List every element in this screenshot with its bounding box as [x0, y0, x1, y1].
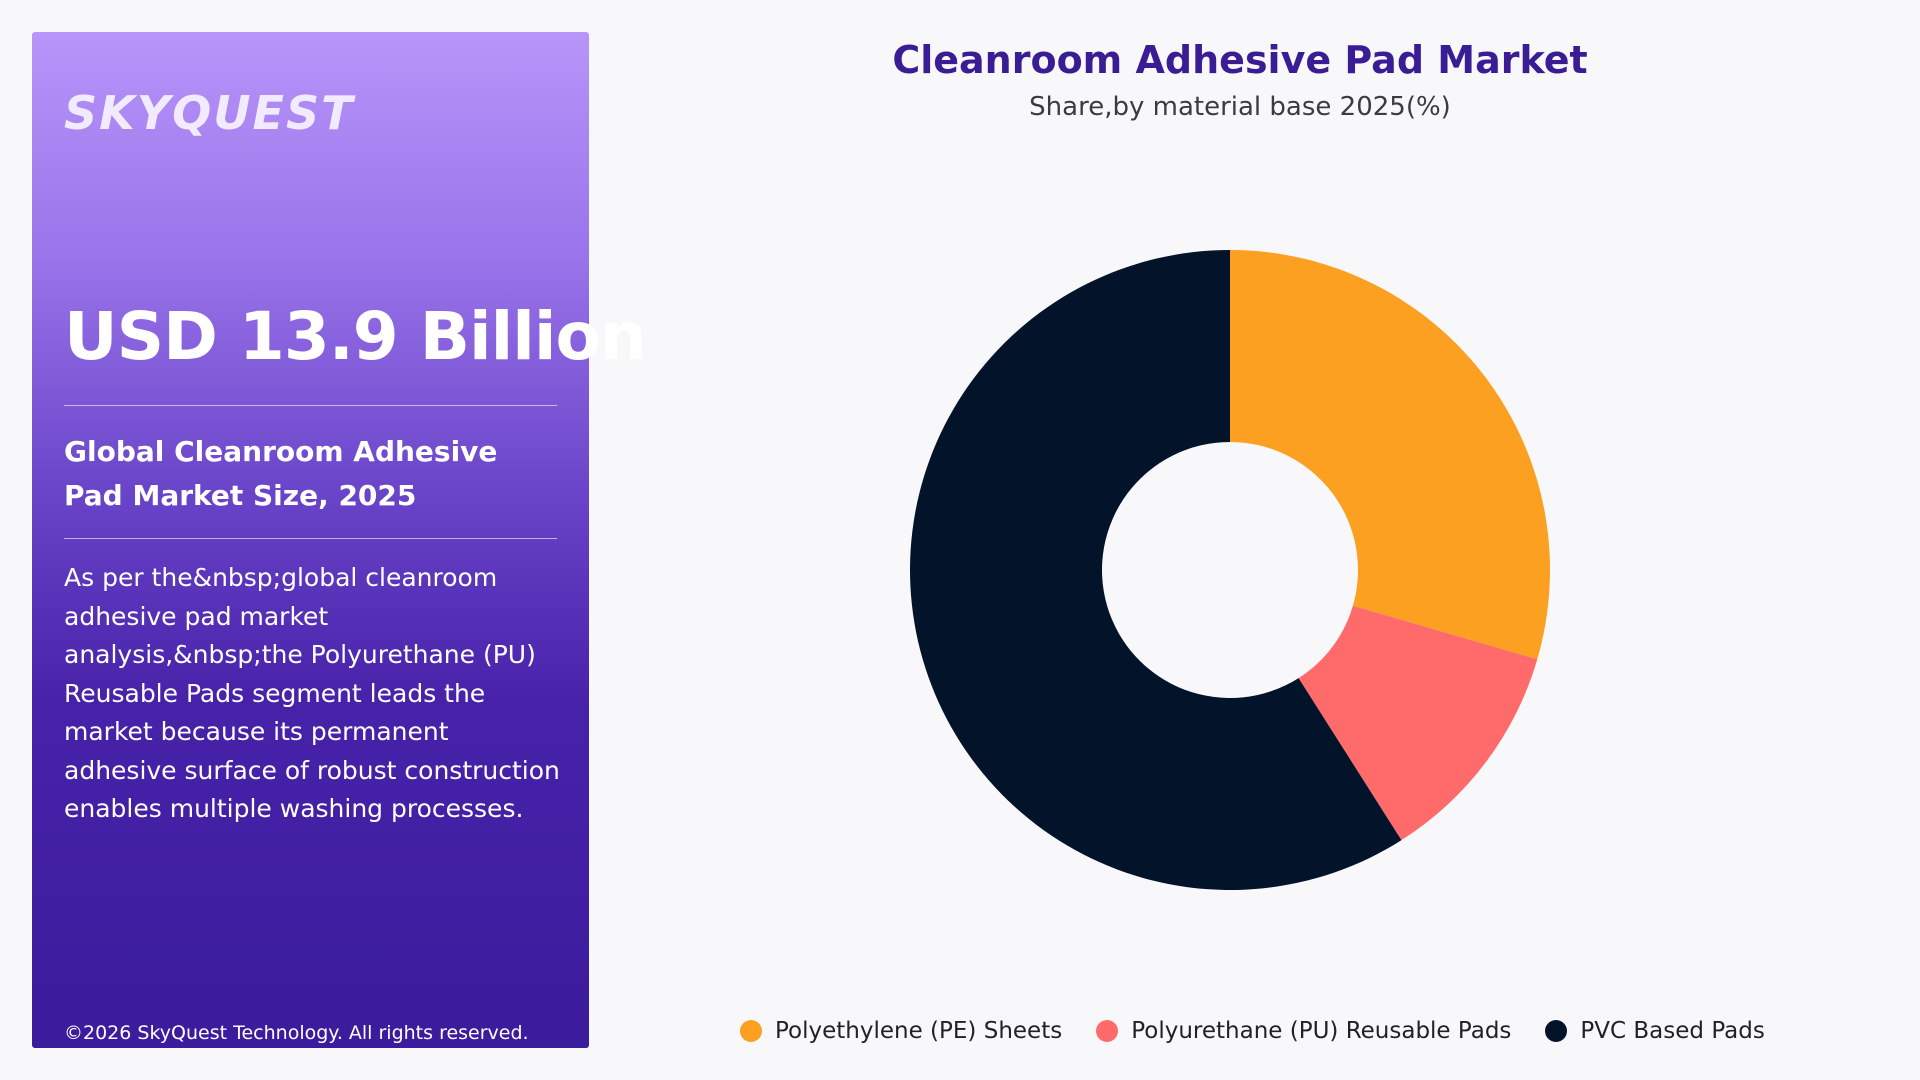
summary-panel: SKYQUEST USD 13.9 Billion Global Cleanro… [32, 32, 647, 1048]
legend-swatch-pe [740, 1020, 762, 1042]
donut-slice-pvc [909, 250, 1402, 891]
copyright-text: ©2026 SkyQuest Technology. All rights re… [64, 1022, 529, 1044]
legend-label-pu: Polyurethane (PU) Reusable Pads [1131, 1018, 1512, 1044]
donut-slice-pu [1298, 605, 1538, 841]
legend-item-pe: Polyethylene (PE) Sheets [740, 1018, 1062, 1044]
divider [64, 538, 557, 539]
legend-swatch-pu [1096, 1020, 1119, 1042]
chart-legend: Polyethylene (PE) Sheets Polyurethane (P… [740, 1018, 1765, 1044]
market-size-caption: Global Cleanroom Adhesive Pad Market Siz… [64, 435, 498, 512]
skyquest-logo: SKYQUEST [64, 86, 355, 140]
divider [64, 405, 557, 406]
legend-label-pvc: PVC Based Pads [1580, 1018, 1765, 1044]
legend-item-pu: Polyurethane (PU) Reusable Pads [1096, 1018, 1511, 1044]
donut-chart [909, 250, 1550, 891]
legend-label-pe: Polyethylene (PE) Sheets [775, 1018, 1063, 1044]
legend-swatch-pvc [1545, 1020, 1568, 1042]
legend-item-pvc: PVC Based Pads [1545, 1018, 1765, 1044]
chart-subtitle: Share,by material base 2025(%) [1029, 92, 1451, 122]
market-size-value: USD 13.9 Billion [64, 298, 647, 375]
chart-title: Cleanroom Adhesive Pad Market [892, 38, 1588, 82]
donut-slice-pe [1230, 250, 1550, 660]
analysis-description: As per the&nbsp;global cleanroom adhesiv… [64, 563, 560, 823]
